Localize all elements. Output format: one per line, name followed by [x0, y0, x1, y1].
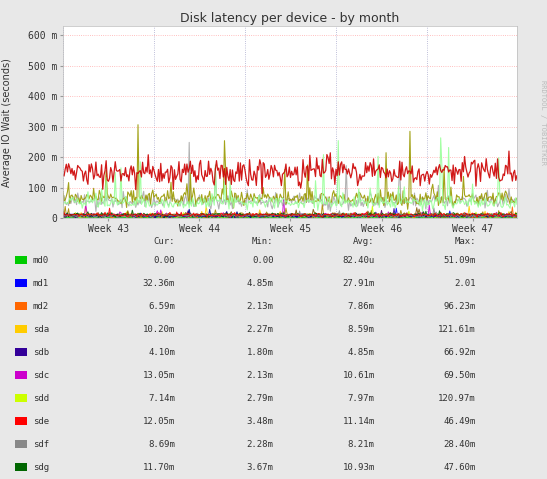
- Text: 2.13m: 2.13m: [247, 371, 274, 379]
- Text: md2: md2: [33, 302, 49, 310]
- Text: 4.85m: 4.85m: [247, 279, 274, 287]
- Text: 2.27m: 2.27m: [247, 325, 274, 333]
- Text: 2.79m: 2.79m: [247, 394, 274, 402]
- Text: 121.61m: 121.61m: [438, 325, 476, 333]
- Text: 69.50m: 69.50m: [444, 371, 476, 379]
- Text: 0.00: 0.00: [252, 256, 274, 264]
- Text: 47.60m: 47.60m: [444, 463, 476, 471]
- Text: RRDTOOL / TOBIOETKER: RRDTOOL / TOBIOETKER: [540, 80, 546, 165]
- Text: 11.70m: 11.70m: [143, 463, 175, 471]
- Text: 7.14m: 7.14m: [148, 394, 175, 402]
- Text: 8.69m: 8.69m: [148, 440, 175, 448]
- Text: 13.05m: 13.05m: [143, 371, 175, 379]
- Text: md1: md1: [33, 279, 49, 287]
- Text: 2.28m: 2.28m: [247, 440, 274, 448]
- Text: Max:: Max:: [455, 237, 476, 246]
- Text: 11.14m: 11.14m: [342, 417, 375, 425]
- Text: 12.05m: 12.05m: [143, 417, 175, 425]
- Text: 28.40m: 28.40m: [444, 440, 476, 448]
- Text: 3.67m: 3.67m: [247, 463, 274, 471]
- Text: sdb: sdb: [33, 348, 49, 356]
- Text: 8.21m: 8.21m: [348, 440, 375, 448]
- Text: 0.00: 0.00: [154, 256, 175, 264]
- Text: 3.48m: 3.48m: [247, 417, 274, 425]
- Text: 7.97m: 7.97m: [348, 394, 375, 402]
- Text: sdg: sdg: [33, 463, 49, 471]
- Text: sdf: sdf: [33, 440, 49, 448]
- Text: 4.10m: 4.10m: [148, 348, 175, 356]
- Text: Cur:: Cur:: [154, 237, 175, 246]
- Text: 7.86m: 7.86m: [348, 302, 375, 310]
- Title: Disk latency per device - by month: Disk latency per device - by month: [181, 12, 399, 25]
- Text: 1.80m: 1.80m: [247, 348, 274, 356]
- Text: 10.20m: 10.20m: [143, 325, 175, 333]
- Text: 27.91m: 27.91m: [342, 279, 375, 287]
- Text: sdc: sdc: [33, 371, 49, 379]
- Text: 120.97m: 120.97m: [438, 394, 476, 402]
- Text: 8.59m: 8.59m: [348, 325, 375, 333]
- Text: 51.09m: 51.09m: [444, 256, 476, 264]
- Text: 2.13m: 2.13m: [247, 302, 274, 310]
- Text: 4.85m: 4.85m: [348, 348, 375, 356]
- Text: sdd: sdd: [33, 394, 49, 402]
- Text: md0: md0: [33, 256, 49, 264]
- Text: 82.40u: 82.40u: [342, 256, 375, 264]
- Text: Average IO Wait (seconds): Average IO Wait (seconds): [2, 57, 12, 187]
- Text: 10.93m: 10.93m: [342, 463, 375, 471]
- Text: 96.23m: 96.23m: [444, 302, 476, 310]
- Text: 10.61m: 10.61m: [342, 371, 375, 379]
- Text: Min:: Min:: [252, 237, 274, 246]
- Text: 32.36m: 32.36m: [143, 279, 175, 287]
- Text: Avg:: Avg:: [353, 237, 375, 246]
- Text: 46.49m: 46.49m: [444, 417, 476, 425]
- Text: sda: sda: [33, 325, 49, 333]
- Text: 6.59m: 6.59m: [148, 302, 175, 310]
- Text: sde: sde: [33, 417, 49, 425]
- Text: 66.92m: 66.92m: [444, 348, 476, 356]
- Text: 2.01: 2.01: [455, 279, 476, 287]
